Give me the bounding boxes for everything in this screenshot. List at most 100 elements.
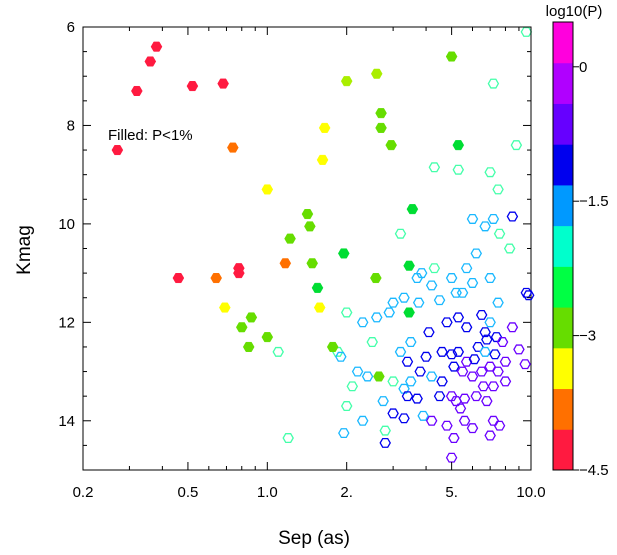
data-point-filled — [131, 85, 143, 96]
data-point-open — [499, 376, 512, 387]
data-point-open — [484, 167, 496, 178]
data-point-open — [445, 452, 458, 463]
data-point-filled — [111, 145, 124, 156]
colorbar-frame — [552, 21, 574, 471]
colorbar-band — [553, 103, 573, 145]
colorbar-band — [553, 429, 573, 471]
data-point-filled — [406, 204, 419, 215]
data-point-open — [470, 391, 483, 402]
data-point-open — [423, 327, 435, 338]
data-point-filled — [316, 154, 329, 165]
data-point-open — [433, 295, 446, 306]
data-point-open — [481, 396, 493, 407]
data-point-open — [428, 162, 441, 173]
data-point-open — [484, 430, 496, 441]
data-point-open — [503, 243, 516, 254]
colorbar-band — [553, 307, 573, 349]
data-point-open — [340, 307, 353, 318]
data-point-open — [448, 433, 460, 443]
data-point-open — [466, 423, 479, 434]
data-point-filled — [150, 41, 163, 52]
data-point-open — [361, 371, 374, 382]
data-point-filled — [279, 258, 292, 269]
data-point-filled — [261, 332, 274, 343]
data-point-open — [493, 228, 506, 239]
data-point-open — [460, 356, 473, 367]
data-point-open — [441, 420, 453, 431]
data-point-filled — [227, 142, 239, 153]
data-point-filled — [385, 140, 397, 151]
data-point-open — [458, 415, 471, 426]
data-point-open — [335, 351, 347, 362]
data-point-open — [477, 381, 490, 392]
data-point-open — [420, 351, 432, 362]
data-point-open — [417, 410, 429, 421]
data-point-open — [441, 317, 453, 328]
x-tick-label: 10.0 — [516, 484, 545, 501]
data-point-open — [338, 428, 350, 439]
data-point-filled — [403, 307, 415, 318]
data-point-filled — [186, 81, 199, 92]
data-point-filled — [338, 248, 350, 259]
y-tick-label: 10 — [58, 216, 75, 233]
data-point-open — [481, 334, 493, 345]
data-point-open — [466, 371, 479, 382]
data-point-open — [468, 354, 481, 365]
data-point-open — [475, 366, 488, 377]
x-axis-label: Sep (as) — [278, 528, 350, 549]
data-point-open — [411, 273, 423, 284]
data-point-open — [466, 277, 479, 288]
data-point-open — [379, 425, 391, 436]
data-point-open — [484, 361, 496, 372]
data-point-open — [394, 346, 407, 357]
y-tick-label: 14 — [58, 413, 75, 430]
colorbar-band — [553, 388, 573, 430]
data-point-filled — [373, 371, 385, 382]
data-point-open — [356, 317, 369, 328]
data-point-open — [387, 376, 399, 387]
data-point-open — [484, 317, 496, 328]
annotation-text: Filled: P<1% — [108, 127, 193, 144]
data-point-open — [489, 349, 501, 360]
data-point-open — [522, 290, 535, 301]
data-point-open — [412, 297, 425, 308]
data-point-filled — [210, 273, 222, 284]
data-point-open — [487, 78, 500, 89]
data-point-filled — [306, 258, 318, 269]
data-point-open — [398, 413, 410, 424]
data-point-filled — [318, 122, 331, 133]
data-point-open — [506, 322, 519, 333]
y-tick-label: 6 — [67, 19, 75, 36]
data-point-filled — [403, 260, 415, 271]
data-point-open — [346, 381, 359, 392]
data-point-filled — [370, 273, 382, 284]
data-point-open — [377, 396, 389, 407]
data-point-filled — [445, 51, 458, 62]
data-point-open — [452, 164, 465, 175]
data-point-open — [492, 184, 504, 195]
y-tick-label: 8 — [67, 117, 75, 134]
colorbar-tick-label: −1.5 — [579, 193, 609, 210]
x-tick-label: 0.2 — [73, 484, 94, 501]
data-point-open — [448, 361, 460, 372]
data-point-open — [492, 366, 504, 377]
data-point-open — [499, 356, 512, 367]
data-point-filled — [233, 268, 245, 279]
x-tick-label: 1.0 — [257, 484, 278, 501]
data-point-open — [383, 307, 395, 318]
colorbar-band — [553, 266, 573, 308]
data-point-open — [466, 213, 479, 224]
colorbar-band — [553, 144, 573, 186]
data-point-open — [520, 287, 533, 298]
data-point-open — [445, 391, 458, 402]
data-point-open — [425, 415, 438, 426]
data-point-open — [479, 327, 491, 338]
data-point-open — [356, 415, 369, 426]
data-point-filled — [144, 56, 157, 67]
colorbar-band — [553, 62, 573, 104]
data-point-open — [415, 268, 428, 279]
y-axis: 6 8 10 12 14 — [58, 19, 531, 471]
data-point-open — [401, 391, 414, 402]
colorbar-band — [553, 347, 573, 390]
data-point-filled — [242, 341, 255, 352]
